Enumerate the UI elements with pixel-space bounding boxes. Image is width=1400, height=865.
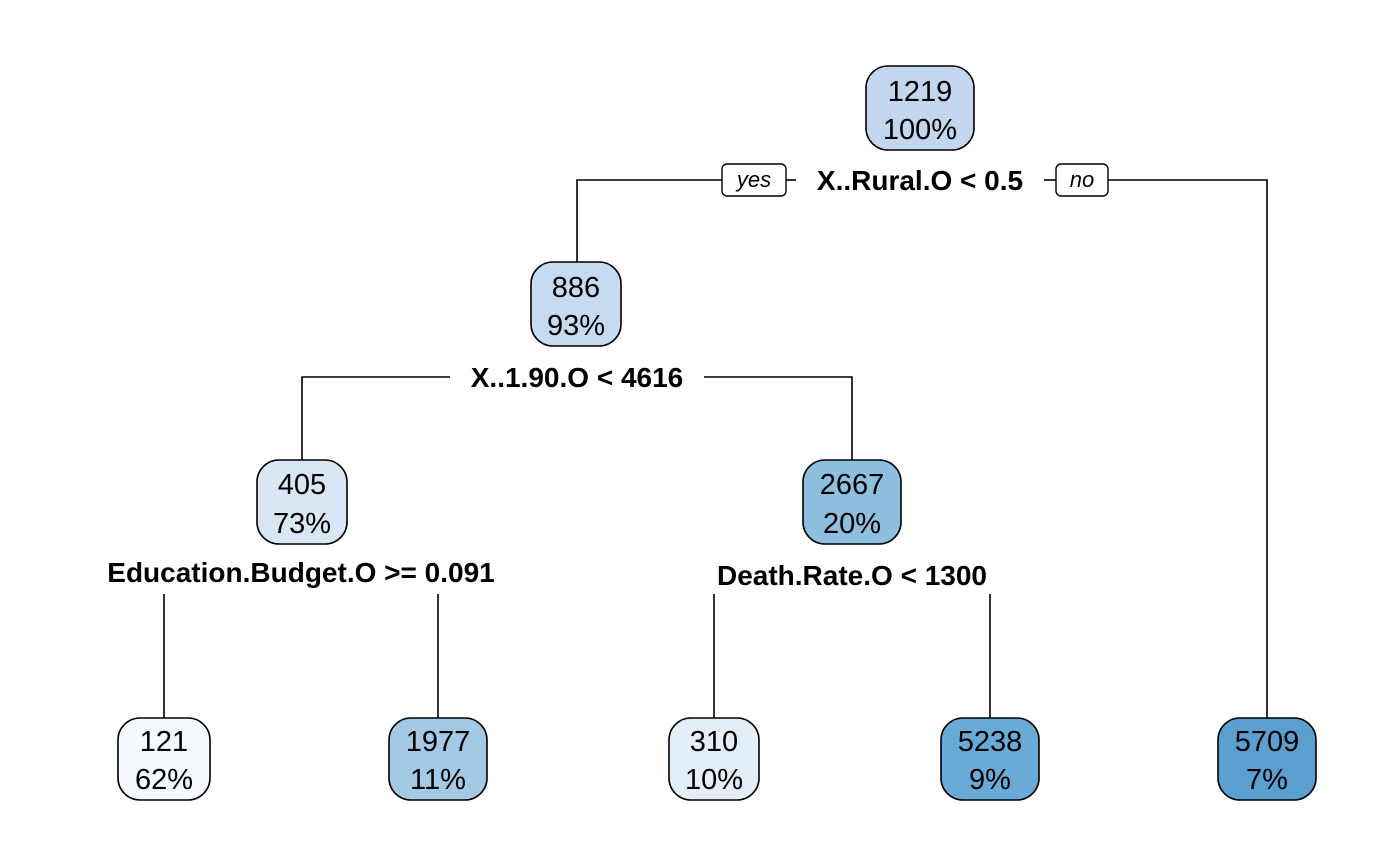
edge-n2-left xyxy=(301,376,450,460)
leaf-node-1977: 1977 11% xyxy=(388,717,488,801)
branch-label-no: no xyxy=(1055,163,1109,197)
leaf-node-310-percent: 10% xyxy=(685,764,743,796)
leaf-node-121-box xyxy=(117,717,211,801)
node-n2: 886 93% xyxy=(530,261,622,347)
split-label-n2: X..1.90.O < 4616 xyxy=(471,362,684,393)
leaf-node-5238: 5238 9% xyxy=(940,717,1040,801)
leaf-node-1977-percent: 11% xyxy=(410,764,466,796)
branch-label-yes: yes xyxy=(721,163,787,197)
tree-edges xyxy=(163,179,1268,718)
leaf-node-5238-percent: 9% xyxy=(969,764,1011,796)
split-label-root: X..Rural.O < 0.5 xyxy=(817,165,1023,196)
leaf-node-310-box xyxy=(668,717,760,801)
node-n2-box xyxy=(530,261,622,347)
node-n5-box xyxy=(802,459,902,545)
leaf-node-5709-percent: 7% xyxy=(1246,764,1288,796)
edge-root-right xyxy=(1108,179,1268,718)
node-n4: 405 73% xyxy=(256,459,348,545)
leaf-node-5709: 5709 7% xyxy=(1217,717,1317,801)
node-n4-percent: 73% xyxy=(273,508,331,540)
leaf-node-5238-box xyxy=(940,717,1040,801)
node-n5: 2667 20% xyxy=(802,459,902,545)
leaf-node-1977-value: 1977 xyxy=(406,726,471,758)
node-n5-percent: 20% xyxy=(823,508,881,540)
leaf-node-5709-value: 5709 xyxy=(1235,726,1300,758)
leaf-node-121-value: 121 xyxy=(140,726,188,758)
edge-root-left xyxy=(576,179,722,262)
branch-label-yes-box xyxy=(721,163,787,197)
leaf-node-5238-value: 5238 xyxy=(958,726,1023,758)
node-root-value: 1219 xyxy=(888,76,953,108)
leaf-node-121-percent: 62% xyxy=(135,764,193,796)
leaf-node-1977-box xyxy=(388,717,488,801)
branch-label-yes-text: yes xyxy=(735,167,771,192)
node-n5-value: 2667 xyxy=(820,469,885,501)
branch-label-no-text: no xyxy=(1070,167,1094,192)
split-label-n5: Death.Rate.O < 1300 xyxy=(717,560,987,591)
branch-label-no-box xyxy=(1055,163,1109,197)
node-root-box xyxy=(865,65,975,151)
node-n2-value: 886 xyxy=(552,272,600,304)
split-label-n4: Education.Budget.O >= 0.091 xyxy=(107,557,494,588)
edge-n2-right xyxy=(704,376,853,460)
leaf-node-5709-box xyxy=(1217,717,1317,801)
node-n2-percent: 93% xyxy=(547,310,605,342)
leaf-node-310-value: 310 xyxy=(690,726,738,758)
leaf-node-121: 121 62% xyxy=(117,717,211,801)
node-n4-value: 405 xyxy=(278,469,326,501)
node-root: 1219 100% xyxy=(865,65,975,151)
node-n4-box xyxy=(256,459,348,545)
leaf-node-310: 310 10% xyxy=(668,717,760,801)
node-root-percent: 100% xyxy=(883,114,957,146)
